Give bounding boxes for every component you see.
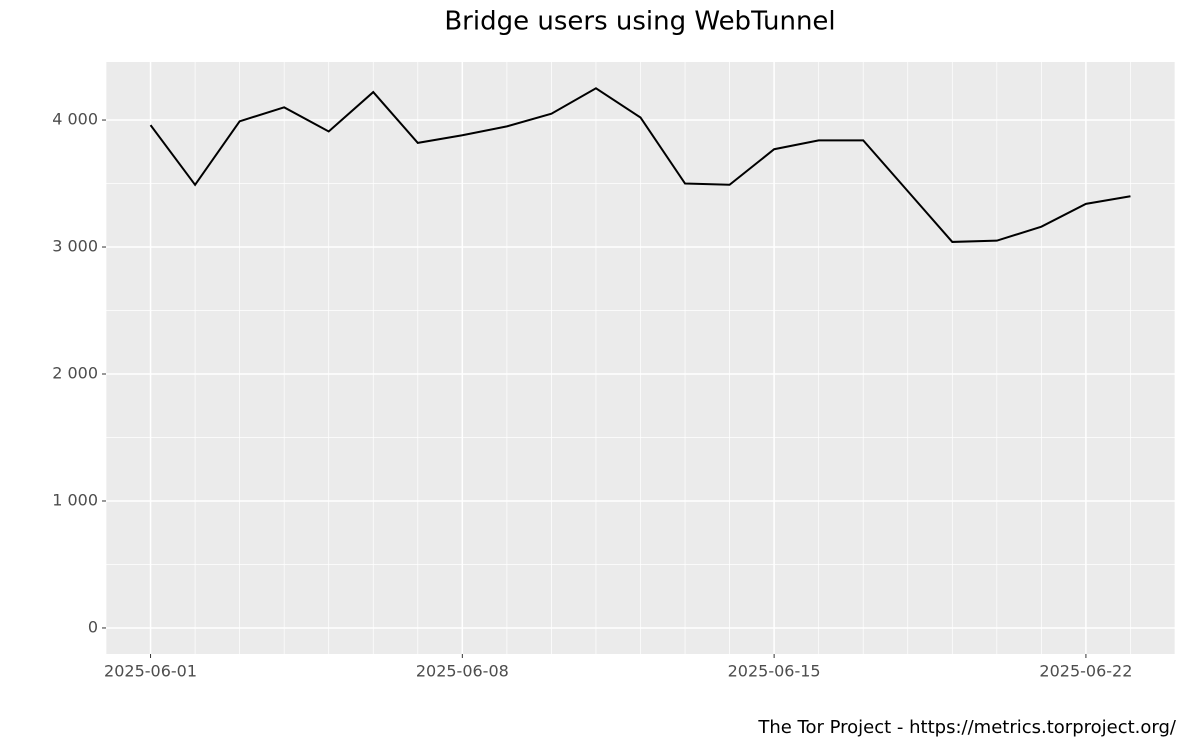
y-tick-label: 0 (88, 617, 98, 636)
grid (105, 62, 1176, 654)
x-tick-label: 2025-06-15 (728, 662, 821, 681)
y-tick-label: 1 000 (52, 490, 98, 509)
x-tick-label: 2025-06-22 (1039, 662, 1132, 681)
caption: The Tor Project - https://metrics.torpro… (757, 717, 1177, 738)
chart-title: Bridge users using WebTunnel (444, 7, 835, 37)
x-tick-label: 2025-06-01 (104, 662, 197, 681)
y-tick-label: 3 000 (52, 237, 98, 256)
x-tick-label: 2025-06-08 (416, 662, 509, 681)
y-tick-label: 4 000 (52, 110, 98, 129)
y-tick-label: 2 000 (52, 364, 98, 383)
data-line (149, 87, 1131, 243)
